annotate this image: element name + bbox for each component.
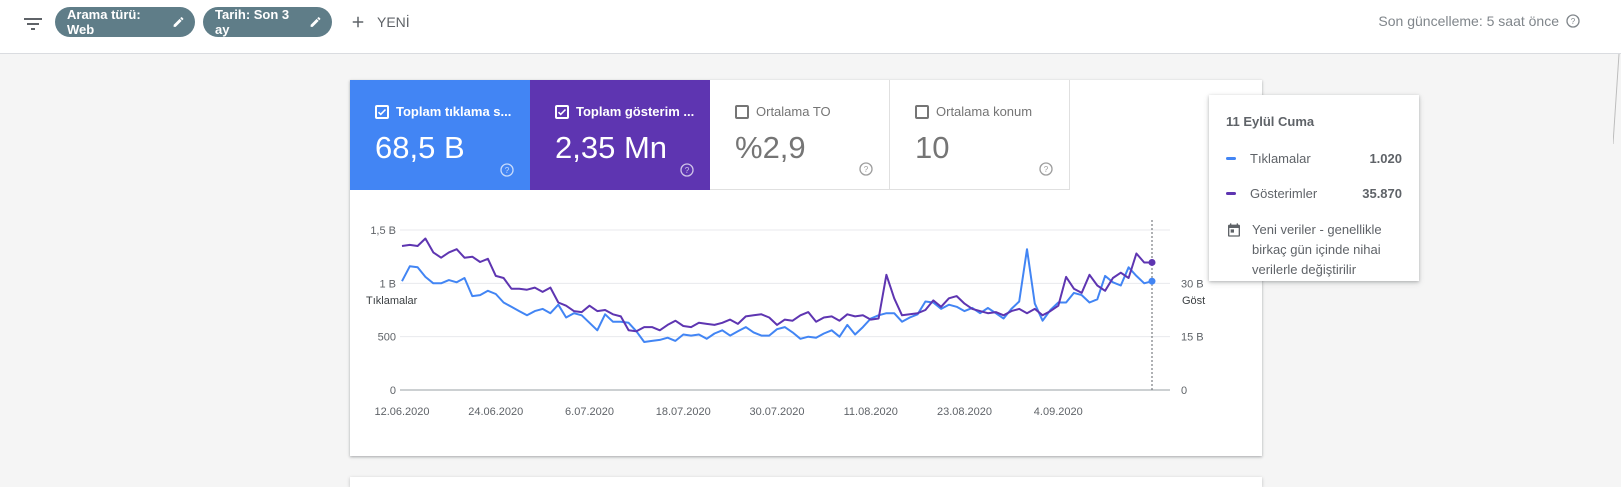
filter-list-icon[interactable] [21,12,45,36]
scrollbar[interactable] [1613,54,1621,483]
help-icon[interactable]: ? [1038,161,1054,177]
new-filter-button[interactable]: YENİ [349,8,410,36]
checkbox-unchecked-icon[interactable] [735,104,749,119]
chart-series [401,220,1156,390]
hover-point [1148,258,1156,266]
metric-value: 2,35 Mn [555,130,668,165]
tooltip-row-impressions: Gösterimler 35.870 [1226,186,1402,201]
new-filter-label: YENİ [377,14,410,30]
right-axis-ticks: 0 15 B 30 B [1181,278,1204,397]
tooltip-row-value: 1.020 [1369,151,1402,166]
tooltip-note: Yeni veriler - genellikle birkaç gün içi… [1226,220,1406,280]
x-tick-label: 24.06.2020 [468,406,523,418]
metric-label: Ortalama konum [936,104,1033,119]
tooltip-note-text: Yeni veriler - genellikle birkaç gün içi… [1252,222,1382,277]
tooltip-row-label: Gösterimler [1250,186,1318,201]
series-line-clicks [401,248,1153,343]
legend-swatch [1226,192,1236,195]
performance-card: Toplam tıklama s... 68,5 B ? Toplam göst… [350,80,1262,456]
right-axis-title: Göst [1182,295,1205,307]
metric-label: Toplam gösterim ... [576,104,695,119]
svg-text:?: ? [864,165,869,174]
x-tick-label: 4.09.2020 [1034,406,1083,418]
tooltip-row-value: 35.870 [1362,186,1402,201]
edit-pencil-icon [310,17,321,27]
x-tick-label: 12.06.2020 [374,406,429,418]
svg-text:?: ? [685,166,690,175]
metric-label: Toplam tıklama s... [396,104,512,119]
date-range-chip[interactable]: Tarih: Son 3 ay [203,7,332,37]
right-tick-label: 30 B [1181,278,1204,290]
x-tick-label: 23.08.2020 [937,406,992,418]
chart-tooltip: 11 Eylül Cuma Tıklamalar 1.020 Gösteriml… [1209,95,1419,281]
edit-pencil-icon [173,17,184,27]
top-toolbar: Arama türü: Web Tarih: Son 3 ay YENİ Son… [0,0,1621,54]
left-tick-label: 500 [378,332,396,344]
tooltip-title: 11 Eylül Cuma [1226,114,1315,129]
x-tick-label: 30.07.2020 [749,406,804,418]
last-update: Son güncelleme: 5 saat önce ? [1378,13,1581,29]
help-icon[interactable]: ? [679,162,695,178]
right-tick-label: 0 [1181,385,1187,397]
x-tick-label: 18.07.2020 [656,406,711,418]
legend-swatch [1226,157,1236,160]
right-tick-label: 15 B [1181,332,1204,344]
calendar-icon [1228,223,1240,237]
series-line-impressions [401,237,1152,333]
metric-label: Ortalama TO [756,104,831,119]
left-tick-label: 1,5 B [370,225,396,237]
search-type-chip[interactable]: Arama türü: Web [55,7,195,37]
tooltip-row-clicks: Tıklamalar 1.020 [1226,151,1402,166]
metric-average-ctr[interactable]: Ortalama TO %2,9 ? [710,80,890,190]
search-type-chip-label: Arama türü: Web [67,7,141,37]
svg-text:?: ? [1571,17,1576,26]
svg-text:?: ? [505,166,510,175]
last-update-text: Son güncelleme: 5 saat önce [1378,13,1559,29]
help-icon[interactable]: ? [1565,13,1581,29]
tooltip-row-label: Tıklamalar [1250,151,1311,166]
metric-average-position[interactable]: Ortalama konum 10 ? [890,80,1070,190]
x-axis-ticks: 12.06.2020 24.06.2020 6.07.2020 18.07.2020 3… [374,406,1082,418]
performance-chart[interactable]: Tıklamalar Göst 0 500 1 B 1,5 B 0 15 B 30 B 1… [350,190,1262,456]
metric-total-clicks[interactable]: Toplam tıklama s... 68,5 B ? [350,80,530,190]
left-axis-ticks: 0 500 1 B 1,5 B [370,225,396,397]
help-icon[interactable]: ? [499,162,515,178]
date-range-chip-label: Tarih: Son 3 ay [215,7,290,37]
chart-gridlines [400,229,1170,391]
next-card [350,477,1262,487]
svg-text:?: ? [1044,165,1049,174]
checkbox-unchecked-icon[interactable] [915,104,929,119]
metric-value: 68,5 B [375,130,465,165]
checkbox-checked-icon[interactable] [555,104,569,119]
metric-value: 10 [915,130,950,165]
x-tick-label: 11.08.2020 [844,406,898,418]
help-icon[interactable]: ? [858,161,874,177]
checkbox-checked-icon[interactable] [375,104,389,119]
x-tick-label: 6.07.2020 [565,406,614,418]
left-tick-label: 0 [390,385,396,397]
metric-value: %2,9 [735,130,806,165]
plus-icon [352,16,364,28]
left-tick-label: 1 B [379,278,396,290]
metric-total-impressions[interactable]: Toplam gösterim ... 2,35 Mn ? [530,80,710,190]
left-axis-title: Tıklamalar [366,295,418,307]
hover-point [1148,277,1156,285]
